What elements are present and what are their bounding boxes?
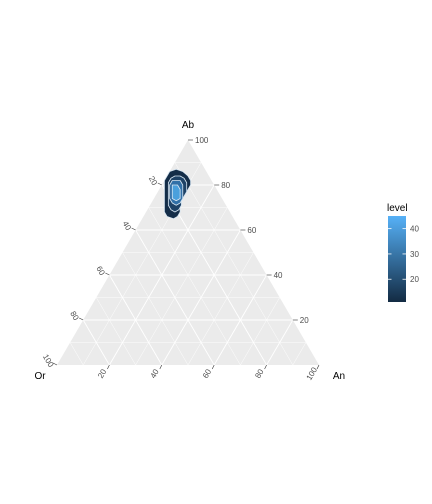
legend-ticks: 20 30 40: [388, 225, 419, 284]
gridline-or: [174, 162, 293, 366]
density-contour-level-44: [171, 184, 181, 202]
tick-label-an: 100: [305, 365, 320, 382]
tick-label-an: 20: [96, 367, 109, 380]
gridline-an: [240, 297, 280, 366]
legend-tick-label: 30: [410, 250, 419, 259]
tick-label-or: 80: [68, 310, 81, 323]
legend-tick-label: 20: [410, 275, 419, 284]
tick-mark-an: [316, 364, 320, 370]
legend: level 20 30 40: [387, 203, 419, 302]
tick-mark-or: [131, 227, 136, 231]
gridline-an: [266, 319, 294, 366]
axis-title-ab: Ab: [182, 120, 195, 131]
tick-label-ab: 40: [274, 271, 283, 280]
ternary-grid: [69, 162, 307, 366]
tick-mark-or: [52, 362, 58, 366]
tick-label-or: 20: [147, 175, 160, 188]
legend-colorbar: [388, 216, 406, 302]
gridline-an: [135, 207, 228, 366]
tick-label-ab: 20: [300, 316, 309, 325]
tick-label-or: 60: [94, 265, 107, 278]
gridline-or: [69, 342, 84, 366]
axis-title-an: An: [333, 371, 345, 382]
gridline-or: [122, 252, 189, 366]
tick-mark-an: [159, 364, 163, 370]
gridline-an: [213, 274, 267, 366]
legend-tick-label: 40: [410, 225, 419, 234]
tick-label-an: 80: [253, 367, 266, 380]
density-contours: [164, 168, 192, 220]
tick-label-an: 60: [201, 367, 214, 380]
tick-mark-an: [264, 364, 267, 370]
tick-label-an: 40: [149, 367, 162, 380]
tick-mark-or: [157, 182, 162, 186]
gridline-or: [148, 207, 241, 366]
tick-label-or: 40: [121, 220, 134, 233]
tick-mark-an: [211, 364, 215, 370]
gridline-or: [96, 297, 136, 366]
tick-mark-or: [79, 317, 84, 321]
gridline-an: [292, 342, 307, 366]
tick-label-ab: 100: [195, 136, 209, 145]
axis-title-or: Or: [34, 371, 46, 382]
tick-mark-or: [105, 272, 110, 276]
tick-label-ab: 60: [247, 226, 256, 235]
gridline-an: [187, 252, 254, 366]
tick-mark-an: [107, 364, 110, 370]
tick-label-or: 100: [41, 353, 56, 370]
tick-label-ab: 80: [221, 181, 230, 190]
gridline-or: [109, 274, 163, 366]
gridline-or: [82, 319, 110, 366]
legend-title: level: [387, 203, 408, 214]
